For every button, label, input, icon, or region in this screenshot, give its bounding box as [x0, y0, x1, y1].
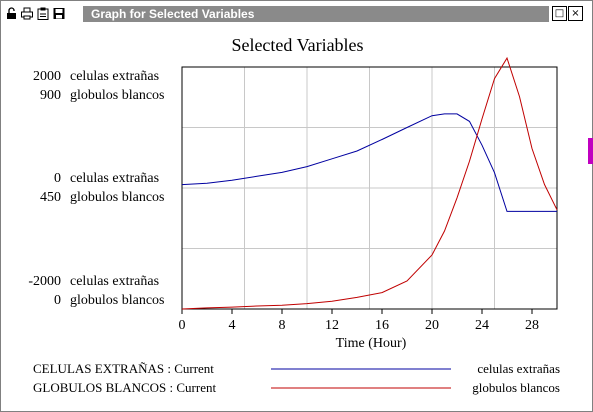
y-tick-label: -2000 — [28, 274, 61, 289]
x-tick-label: 0 — [179, 318, 186, 333]
y-tick-label: 2000 — [33, 69, 61, 84]
y-axis-name: globulos blancos — [70, 190, 165, 205]
window-title: Graph for Selected Variables — [91, 7, 255, 21]
x-tick-label: 8 — [279, 318, 286, 333]
x-tick-label: 16 — [375, 318, 389, 333]
x-tick-label: 24 — [475, 318, 489, 333]
y-axis-name: celulas extrañas — [70, 274, 160, 289]
title-bar: Graph for Selected Variables □ × — [1, 5, 584, 23]
legend-axis-label: celulas extrañas — [477, 361, 560, 376]
restore-button[interactable]: □ — [552, 6, 567, 21]
lock-icon[interactable] — [6, 7, 17, 20]
side-accent — [588, 138, 593, 164]
series-line — [181, 113, 557, 212]
x-axis-label: Time (Hour) — [335, 336, 407, 351]
x-tick-label: 12 — [325, 318, 339, 333]
title-strip — [83, 6, 549, 22]
x-tick-label: 4 — [229, 318, 236, 333]
legend-axis-label: globulos blancos — [472, 380, 560, 395]
y-tick-label: 0 — [54, 293, 61, 308]
chart-title: Selected Variables — [231, 35, 364, 55]
y-axis-name: celulas extrañas — [70, 171, 160, 186]
y-axis-name: globulos blancos — [70, 88, 165, 103]
series-line — [181, 56, 558, 310]
y-tick-label: 450 — [40, 190, 61, 205]
x-tick-label: 28 — [525, 318, 539, 333]
save-icon[interactable] — [53, 7, 65, 20]
y-tick-label: 0 — [54, 171, 61, 186]
legend-series-label: CELULAS EXTRAÑAS : Current — [33, 361, 214, 376]
close-button[interactable]: × — [568, 6, 583, 21]
clipboard-icon[interactable] — [37, 7, 49, 20]
y-axis-name: celulas extrañas — [70, 69, 160, 84]
y-tick-label: 900 — [40, 88, 61, 103]
print-icon[interactable] — [21, 7, 33, 20]
x-tick-label: 20 — [425, 318, 439, 333]
y-axis-name: globulos blancos — [70, 293, 165, 308]
plot-frame — [181, 66, 558, 310]
legend-series-label: GLOBULOS BLANCOS : Current — [33, 380, 217, 395]
